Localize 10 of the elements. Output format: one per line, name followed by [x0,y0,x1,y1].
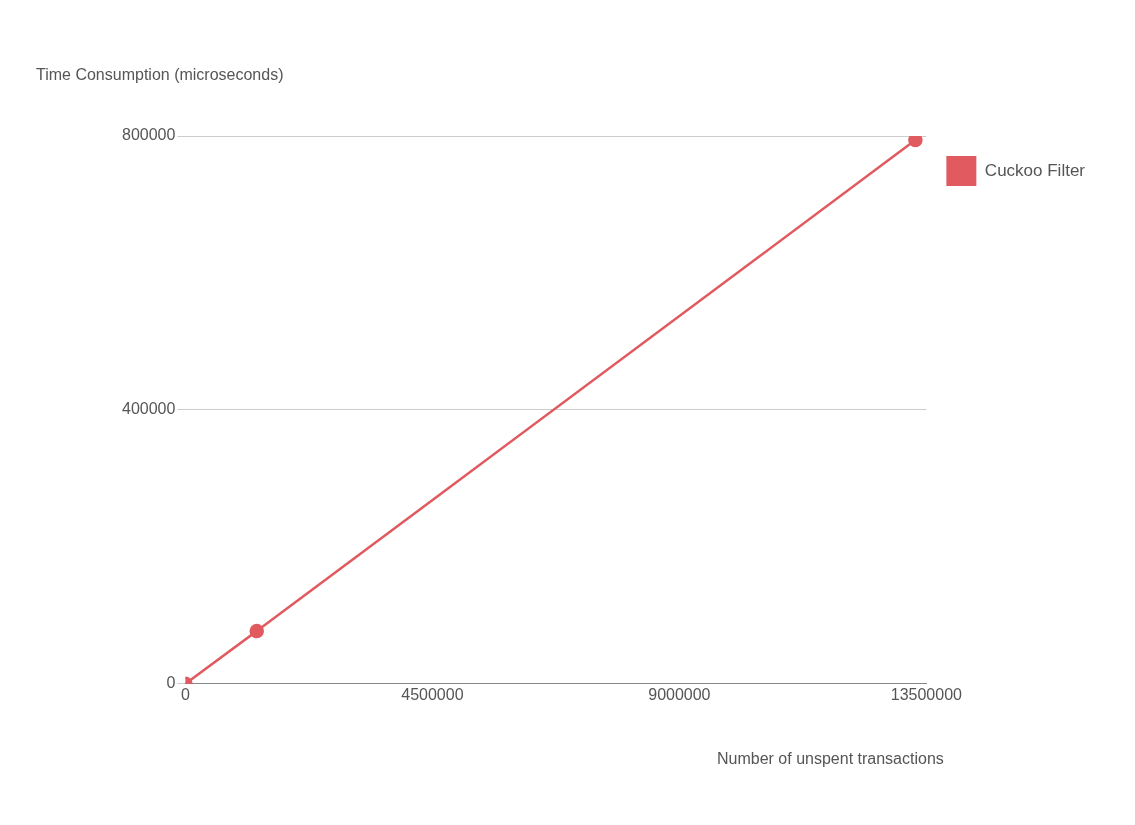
x-tick-label: 0 [180,685,190,703]
y-tick-label: 0 [166,674,176,692]
x-axis-title: Number of unspent transactions [717,750,944,768]
x-tick-label: 4500000 [401,685,464,703]
y-tick-label: 800000 [122,126,176,144]
x-tick-label: 9000000 [648,685,711,703]
x-tick-label: 13500000 [890,685,963,703]
legend-label: Cuckoo Filter [984,160,1086,180]
y-tick-label: 400000 [122,400,176,418]
y-axis-title: Time Consumption (microseconds) [36,66,284,84]
